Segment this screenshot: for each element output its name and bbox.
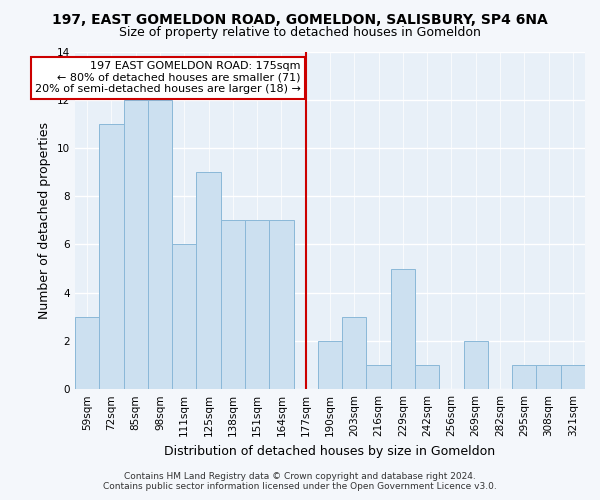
Bar [415, 365, 439, 389]
Text: 197 EAST GOMELDON ROAD: 175sqm
← 80% of detached houses are smaller (71)
20% of : 197 EAST GOMELDON ROAD: 175sqm ← 80% of … [35, 61, 301, 94]
Bar [221, 220, 245, 389]
Bar [99, 124, 124, 389]
X-axis label: Distribution of detached houses by size in Gomeldon: Distribution of detached houses by size … [164, 444, 496, 458]
Bar [75, 317, 99, 389]
Bar [172, 244, 196, 389]
Bar [245, 220, 269, 389]
Text: Contains HM Land Registry data © Crown copyright and database right 2024.
Contai: Contains HM Land Registry data © Crown c… [103, 472, 497, 491]
Bar [124, 100, 148, 389]
Bar [342, 317, 367, 389]
Bar [269, 220, 293, 389]
Text: 197, EAST GOMELDON ROAD, GOMELDON, SALISBURY, SP4 6NA: 197, EAST GOMELDON ROAD, GOMELDON, SALIS… [52, 12, 548, 26]
Text: Size of property relative to detached houses in Gomeldon: Size of property relative to detached ho… [119, 26, 481, 39]
Bar [512, 365, 536, 389]
Bar [196, 172, 221, 389]
Bar [148, 100, 172, 389]
Bar [318, 341, 342, 389]
Y-axis label: Number of detached properties: Number of detached properties [38, 122, 51, 319]
Bar [367, 365, 391, 389]
Bar [561, 365, 585, 389]
Bar [536, 365, 561, 389]
Bar [464, 341, 488, 389]
Bar [391, 268, 415, 389]
